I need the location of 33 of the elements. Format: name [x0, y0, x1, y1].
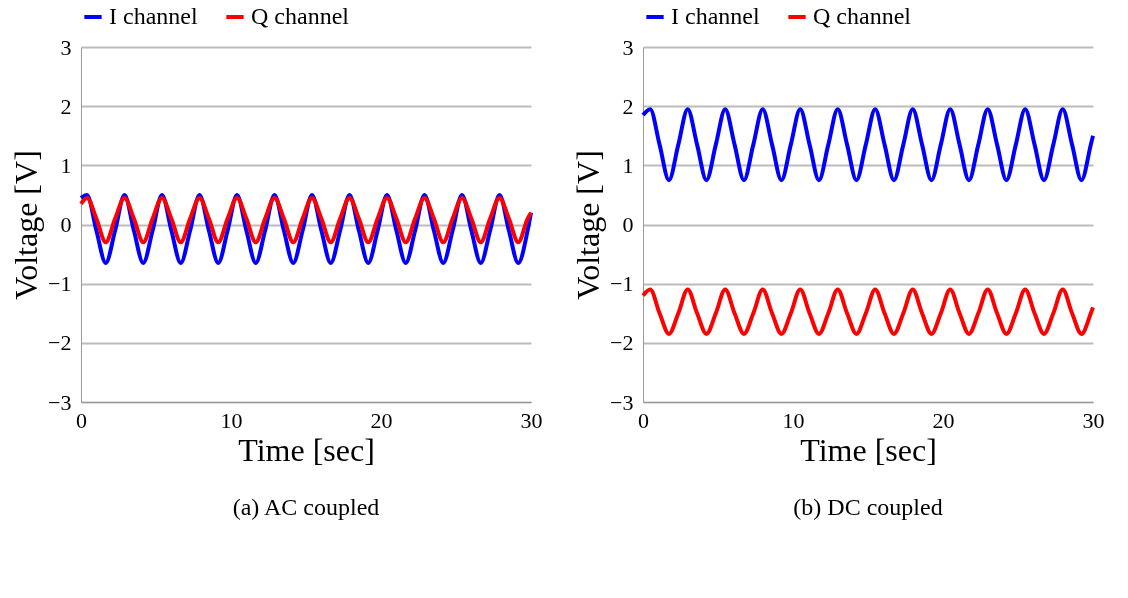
y-tick-label: −1 [48, 271, 72, 297]
legend-label: Q channel [251, 3, 350, 29]
x-axis-title: Time [sec] [238, 431, 375, 468]
y-tick-label: 3 [622, 34, 634, 60]
line-series [641, 107, 1095, 183]
x-tick-label: 20 [370, 407, 393, 433]
y-tick-label: −1 [610, 271, 634, 297]
y-tick-label: −2 [48, 330, 72, 356]
y-tick-label: 0 [60, 212, 72, 237]
x-tick-label: 30 [520, 407, 543, 433]
line-series [79, 195, 533, 245]
y-axis-title: Voltage [V] [570, 150, 607, 300]
legend-label: I channel [671, 3, 760, 29]
legend-label: Q channel [813, 3, 912, 29]
y-tick-label: −3 [610, 389, 634, 415]
y-tick-label: −2 [610, 330, 634, 356]
y-tick-label: 0 [622, 212, 634, 237]
text: (a) AC coupled [232, 494, 380, 520]
y-axis-title: Voltage [V] [8, 150, 45, 300]
y-tick-label: 2 [622, 93, 634, 119]
text: (b) DC coupled [793, 494, 943, 520]
x-axis-title: Time [sec] [800, 431, 937, 468]
y-tick-label: −3 [48, 389, 72, 415]
y-tick-label: 1 [622, 152, 634, 178]
x-tick-label: 20 [932, 407, 955, 433]
y-tick-label: 1 [60, 152, 72, 178]
legend-label: I channel [109, 3, 198, 29]
line-series [641, 287, 1095, 336]
x-tick-label: 30 [1082, 407, 1105, 433]
x-tick-label: 10 [220, 407, 243, 433]
x-tick-label: 10 [782, 407, 805, 433]
y-tick-label: 3 [60, 34, 72, 60]
y-tick-label: 2 [60, 93, 72, 119]
